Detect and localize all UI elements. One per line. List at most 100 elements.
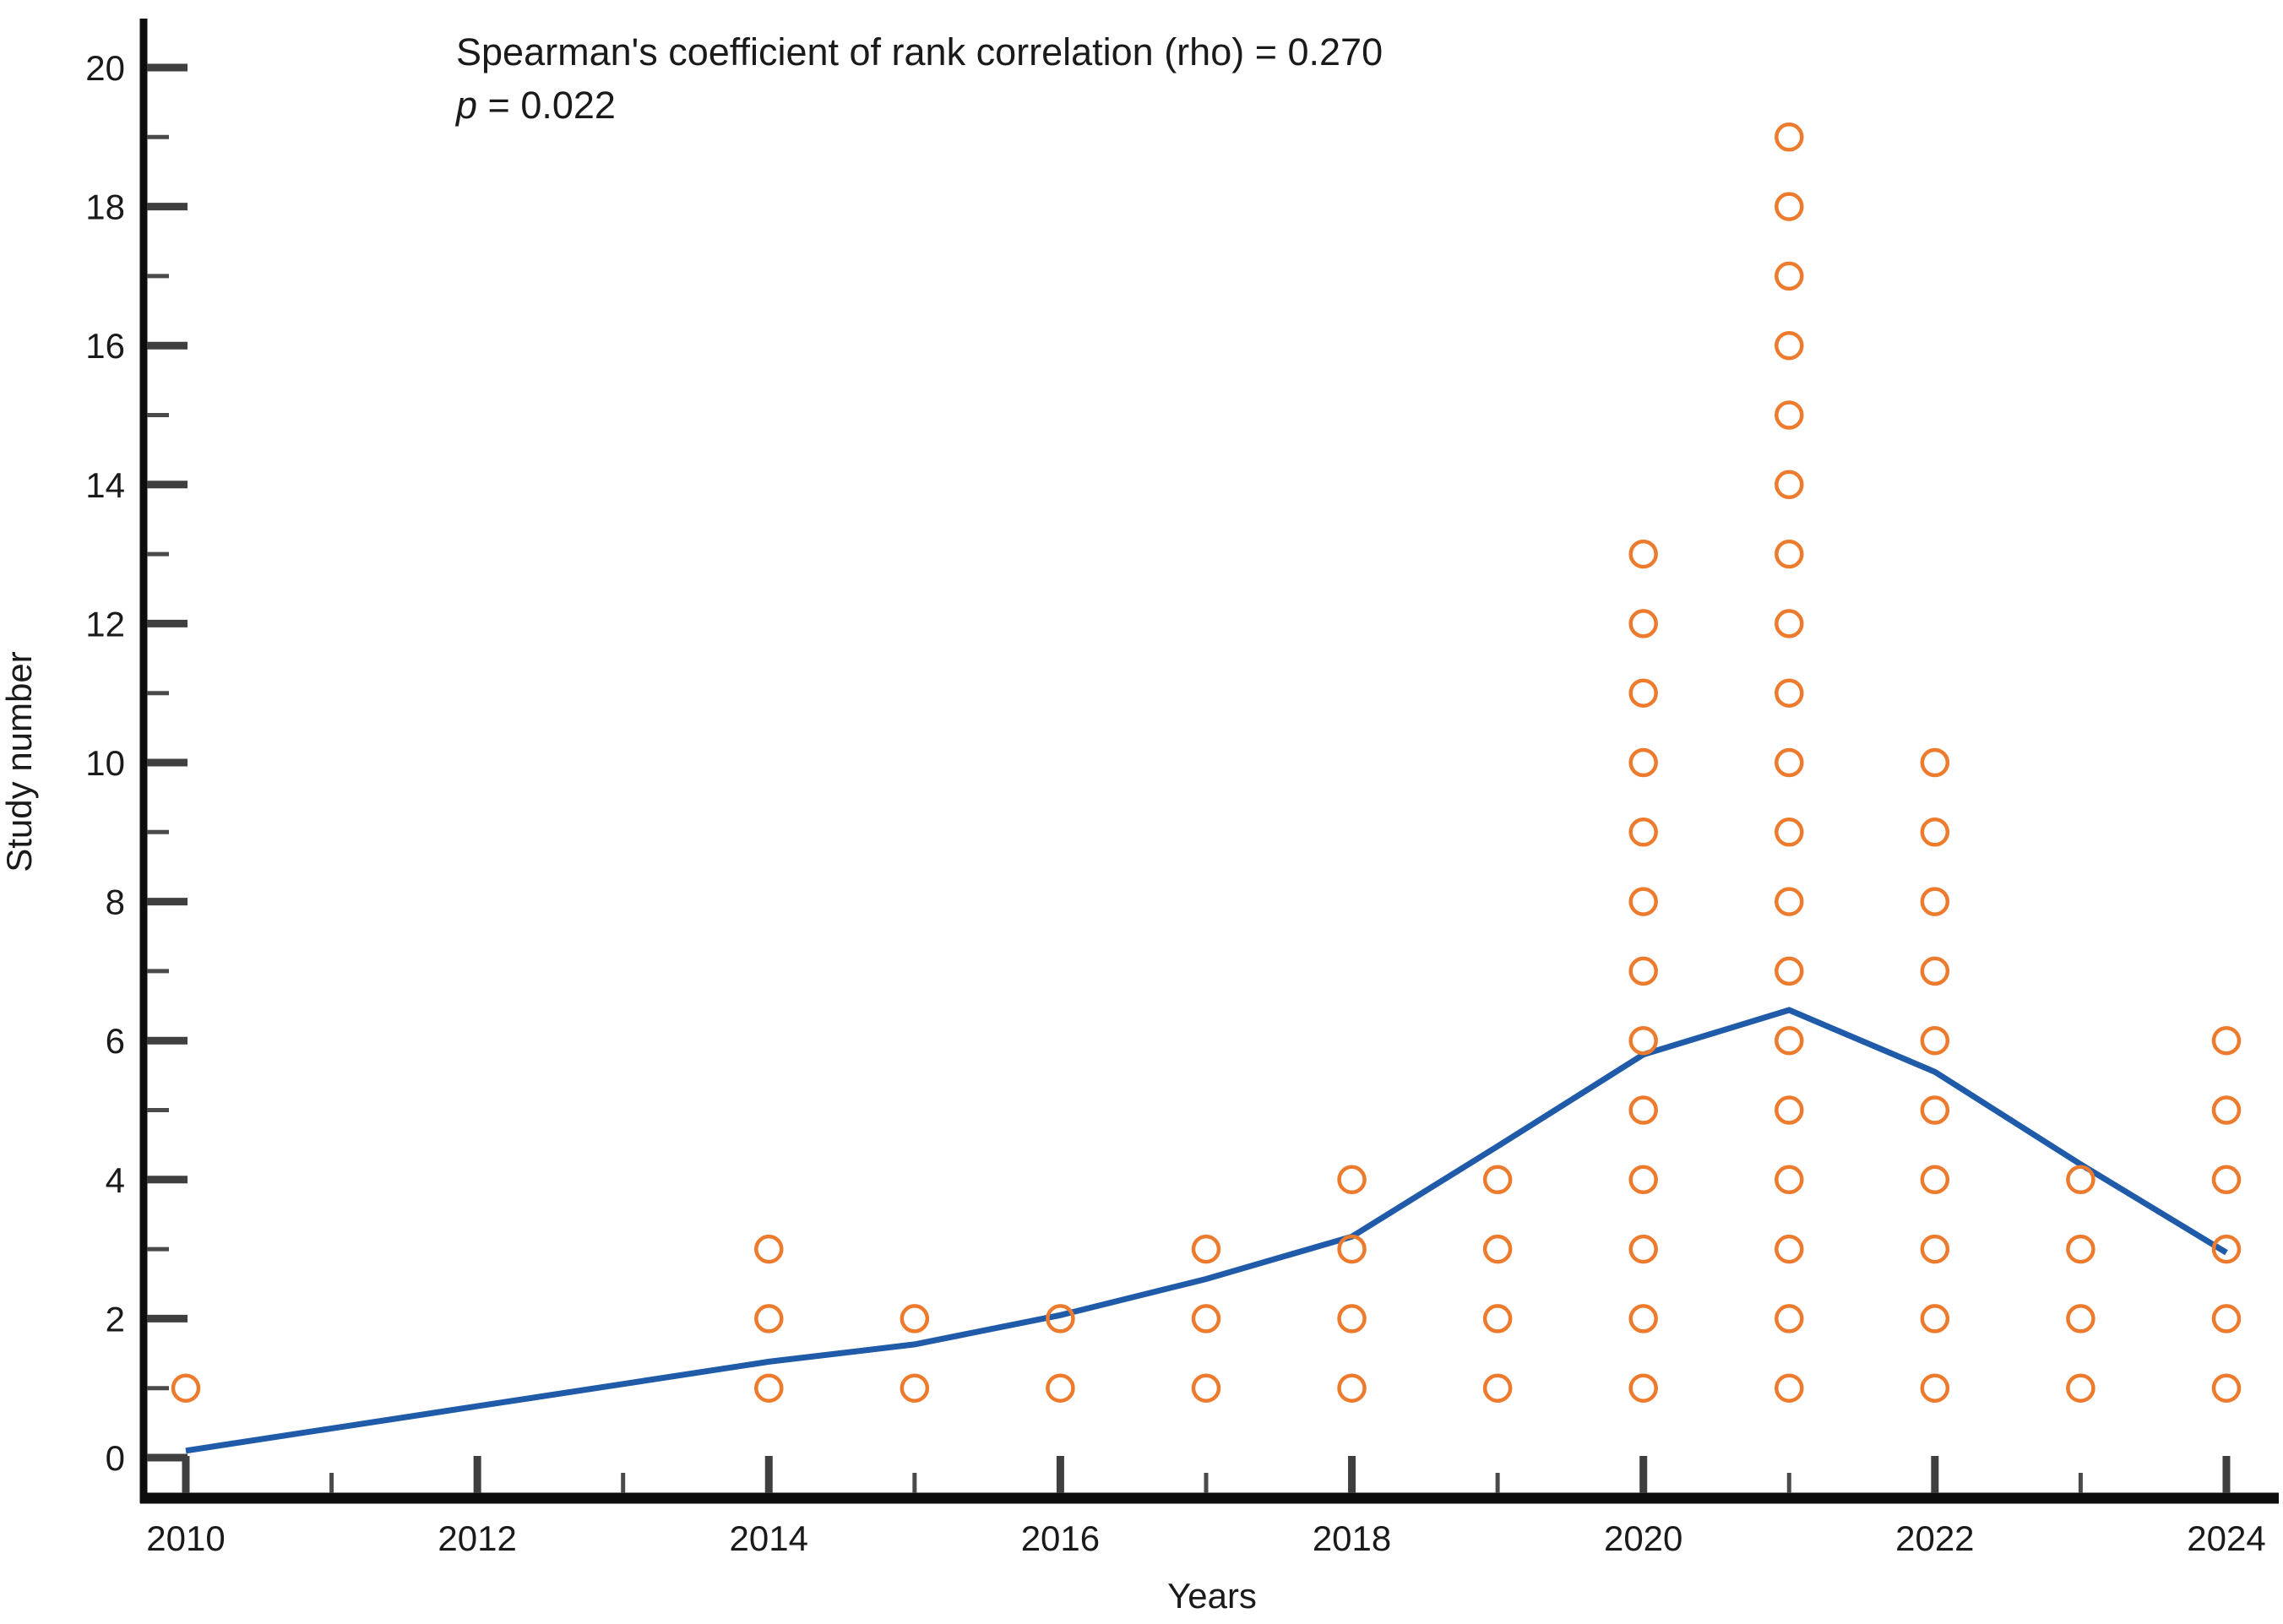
y-tick-label: 10 — [85, 743, 125, 783]
y-tick-label: 12 — [85, 604, 125, 644]
study-data-point — [1920, 1304, 1950, 1333]
study-data-point — [2066, 1304, 2095, 1333]
study-data-point — [1775, 817, 1804, 847]
study-data-point — [2211, 1234, 2242, 1264]
stats-annotation: Spearman's coefficient of rank correlati… — [456, 25, 1383, 132]
study-data-point — [900, 1373, 930, 1403]
study-data-point — [1775, 609, 1804, 638]
study-data-point — [1775, 470, 1804, 500]
study-data-point — [1628, 1025, 1658, 1056]
study-data-point — [1775, 1025, 1804, 1056]
study-data-point — [2211, 1373, 2242, 1403]
study-data-point — [1628, 678, 1658, 708]
annotation-p-value: = 0.022 — [477, 84, 616, 127]
study-data-point — [1482, 1373, 1513, 1403]
x-tick-label: 2010 — [146, 1518, 225, 1558]
study-data-point — [2211, 1025, 2242, 1056]
study-data-point — [1482, 1304, 1513, 1333]
study-data-point — [1191, 1234, 1221, 1264]
study-data-point — [1775, 887, 1804, 916]
study-data-point — [1482, 1234, 1513, 1264]
study-data-point — [1046, 1373, 1075, 1403]
study-data-point — [2211, 1304, 2242, 1333]
y-tick-label: 2 — [106, 1299, 125, 1339]
x-tick-label: 2018 — [1313, 1518, 1391, 1558]
study-data-point — [1628, 956, 1658, 986]
annotation-rho-line: Spearman's coefficient of rank correlati… — [456, 30, 1383, 73]
study-data-point — [1775, 1095, 1804, 1125]
study-data-point — [1482, 1165, 1513, 1195]
study-data-point — [1920, 1234, 1950, 1264]
y-tick-label: 20 — [85, 48, 125, 88]
study-data-point — [1775, 539, 1804, 569]
study-data-point — [1775, 192, 1804, 221]
study-data-point — [1775, 1234, 1804, 1264]
study-data-point — [754, 1304, 784, 1333]
x-tick-label: 2012 — [438, 1518, 516, 1558]
study-data-point — [1337, 1373, 1367, 1403]
x-tick-label: 2014 — [730, 1518, 808, 1558]
study-data-point — [1628, 1304, 1658, 1333]
study-data-point — [1775, 956, 1804, 986]
study-data-point — [1775, 261, 1804, 291]
study-data-point — [1628, 1234, 1658, 1264]
study-data-point — [1628, 747, 1658, 778]
study-data-point — [1628, 1165, 1658, 1195]
study-data-point — [1775, 747, 1804, 778]
study-data-point — [1920, 1165, 1950, 1195]
study-data-point — [1920, 887, 1950, 916]
study-data-point — [1628, 1095, 1658, 1125]
study-data-point — [1775, 678, 1804, 708]
study-data-point — [1775, 1373, 1804, 1403]
study-data-point — [2066, 1165, 2095, 1195]
study-data-point — [1337, 1304, 1367, 1333]
x-tick-label: 2020 — [1604, 1518, 1682, 1558]
y-tick-label: 4 — [106, 1160, 125, 1200]
study-data-point — [1920, 817, 1950, 847]
study-data-point — [1628, 887, 1658, 916]
study-data-point — [900, 1304, 930, 1333]
study-data-point — [1775, 122, 1804, 152]
study-data-point — [1920, 1025, 1950, 1056]
study-data-point — [1191, 1304, 1221, 1333]
y-tick-label: 8 — [106, 883, 125, 922]
y-tick-label: 18 — [85, 187, 125, 227]
study-data-point — [1920, 1095, 1950, 1125]
x-tick-label: 2016 — [1021, 1518, 1100, 1558]
study-data-point — [754, 1234, 784, 1264]
y-tick-label: 14 — [85, 465, 125, 505]
study-data-point — [1337, 1234, 1367, 1264]
y-tick-label: 0 — [106, 1438, 125, 1478]
study-data-point — [1628, 539, 1658, 569]
study-data-point — [2066, 1234, 2095, 1264]
study-data-point — [1775, 1304, 1804, 1333]
x-tick-label: 2022 — [1895, 1518, 1974, 1558]
annotation-p-symbol: p — [456, 84, 478, 127]
study-data-point — [2211, 1165, 2242, 1195]
trend-line — [185, 1007, 2228, 1454]
study-data-point — [1337, 1165, 1367, 1195]
study-data-point — [1775, 330, 1804, 361]
study-data-point — [171, 1373, 201, 1403]
study-data-point — [1191, 1373, 1221, 1403]
x-tick-label: 2024 — [2187, 1518, 2265, 1558]
study-data-point — [1920, 956, 1950, 986]
study-data-point — [1628, 1373, 1658, 1403]
study-data-point — [1628, 609, 1658, 638]
study-data-point — [1775, 1165, 1804, 1195]
study-data-point — [1775, 400, 1804, 430]
annotation-p-line: p = 0.022 — [456, 79, 1383, 132]
study-data-point — [1628, 817, 1658, 847]
study-data-point — [754, 1373, 784, 1403]
y-tick-label: 6 — [106, 1021, 125, 1061]
y-tick-label: 16 — [85, 326, 125, 366]
y-axis-title: Study number — [0, 651, 39, 872]
study-data-point — [1920, 747, 1950, 778]
study-data-point — [2211, 1095, 2242, 1125]
study-data-point — [1920, 1373, 1950, 1403]
study-data-point — [2066, 1373, 2095, 1403]
x-axis-title: Years — [1167, 1576, 1257, 1616]
study-data-point — [1046, 1304, 1075, 1333]
